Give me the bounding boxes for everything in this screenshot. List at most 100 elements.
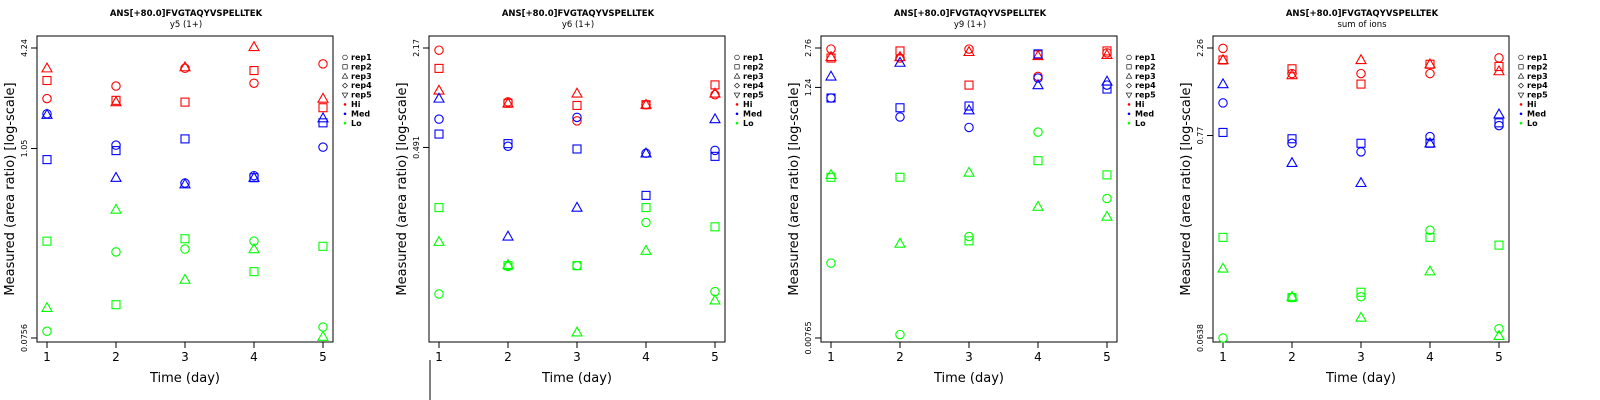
chart-2-point-med-rep3 [640,146,652,158]
chart-2-point-med-rep1 [503,141,513,152]
chart-2-point-med-rep3 [502,230,514,241]
chart-1-point-lo-rep1 [249,236,259,246]
chart-1-ytick-label: 4.24 [20,39,29,57]
chart-2-point-med-rep2 [710,151,720,161]
chart-4-xtick-label: 3 [1357,350,1365,364]
chart-4-legend-marker [1519,103,1523,106]
chart-4-point-lo-rep2 [1494,240,1504,250]
chart-3-point-lo-rep1 [826,258,836,268]
chart-2-xtick-label: 2 [504,350,512,364]
chart-2-point-hi-rep3 [502,96,514,108]
chart-1-point-lo-rep3 [248,242,260,254]
chart-4-point-lo-rep3 [1493,329,1505,341]
chart-3-point-med-rep3 [825,70,837,81]
chart-2-point-lo-rep3 [502,258,514,270]
chart-1-point-lo-rep1 [42,326,52,337]
chart-2-plot-frame [428,35,726,343]
chart-2-point-lo-rep2 [572,261,582,271]
chart-1-point-med-rep3 [317,111,329,123]
chart-4-point-hi-rep1 [1494,53,1504,63]
chart-3-legend-label: rep4 [1135,81,1156,90]
chart-1-point-hi-rep3 [41,61,53,73]
chart-4-point-lo-rep1 [1425,225,1435,236]
chart-2-point-lo-rep1 [641,217,651,228]
chart-1-legend-marker [343,121,347,125]
chart-4-point-med-rep3 [1493,107,1505,119]
chart-4-point-hi-rep2 [1287,64,1297,74]
chart-2-point-lo-rep1 [434,289,444,299]
chart-4-point-lo-rep1 [1494,323,1504,334]
chart-2-legend-label: rep2 [743,62,764,71]
chart-2-point-lo-rep3 [709,294,721,305]
chart-3-point-hi-rep2 [964,80,974,90]
chart-1-point-hi-rep3 [110,95,122,107]
chart-3-point-hi-rep3 [1101,48,1113,60]
chart-1-point-hi-rep2 [318,103,328,113]
chart-2-ytick-label: 0.491 [412,136,421,159]
chart-4-ytick-label: 0.77 [1196,127,1205,145]
chart-3-point-hi-rep1 [826,44,836,54]
chart-1-point-hi-rep2 [180,97,190,107]
chart-4-legend-marker [1518,54,1524,61]
chart-3-point-hi-rep3 [1032,49,1044,61]
chart-3-legend-label: Med [1135,109,1154,118]
chart-2-ylabel: Measured (area ratio) [log-scale] [395,82,410,295]
chart-3-point-med-rep1 [895,112,905,122]
chart-1-point-lo-rep1 [111,247,121,257]
chart-1-legend-label: Lo [351,119,362,128]
chart-1-point-med-rep3 [179,177,191,189]
chart-1-point-hi-rep1 [42,93,52,104]
chart-3-legend-label: rep3 [1135,72,1156,81]
chart-3-point-lo-rep2 [895,172,905,182]
chart-4-legend-marker [1517,92,1525,99]
chart-1-point-lo-rep1 [180,244,190,254]
chart-2-legend-label: rep1 [743,53,764,62]
chart-2-legend-label: Hi [743,100,753,109]
chart-1-point-hi-rep2 [249,66,259,76]
chart-4-point-med-rep2 [1287,134,1297,144]
chart-2-legend-label: Med [743,109,762,118]
chart-4-point-med-rep1 [1425,131,1435,142]
chart-1-legend-marker [342,54,348,61]
chart-4-point-lo-rep1 [1218,333,1228,343]
chart-4-legend-label: Med [1527,109,1546,118]
chart-2-point-lo-rep2 [710,222,720,232]
chart-1-xtick-label: 2 [112,350,120,364]
chart-4-point-hi-rep3 [1355,53,1367,65]
chart-1-plot-frame [36,35,334,343]
chart-3-legend-label: rep5 [1135,91,1156,100]
chart-2-title: ANS[+80.0]FVGTAQYVSPELLTEK [502,9,655,19]
chart-2-point-med-rep1 [572,112,582,123]
chart-1-point-med-rep2 [180,134,190,144]
chart-1-ylabel: Measured (area ratio) [log-scale] [3,82,18,295]
chart-2-point-lo-rep3 [640,244,652,255]
chart-3-xtick-label: 5 [1103,350,1111,364]
chart-3-point-med-rep3 [1032,78,1044,90]
chart-3-point-lo-rep2 [1033,156,1043,166]
chart-1-point-med-rep3 [110,171,122,182]
chart-2-point-lo-rep3 [571,326,583,337]
chart-1-point-lo-rep2 [318,241,328,251]
chart-1-legend-label: rep5 [351,91,372,100]
chart-3-point-med-rep1 [964,122,974,133]
chart-4-legend-marker [1518,64,1524,70]
chart-1-point-hi-rep1 [318,59,328,69]
chart-1-point-lo-rep3 [41,301,53,312]
chart-4-legend-label: rep5 [1527,91,1548,100]
chart-3-legend-marker [1127,112,1131,116]
chart-4-point-med-rep3 [1355,176,1367,188]
chart-1-point-lo-rep2 [180,234,190,244]
chart-1-point-med-rep2 [111,146,121,156]
chart-3-ytick-label: 1.24 [804,78,813,96]
chart-4-point-med-rep3 [1286,156,1298,168]
chart-1-legend-label: Med [351,109,370,118]
chart-1-point-lo-rep1 [318,322,328,332]
chart-4-point-hi-rep3 [1493,64,1505,76]
chart-3-point-med-rep3 [894,56,906,67]
chart-3-title: ANS[+80.0]FVGTAQYVSPELLTEK [894,9,1047,19]
chart-4-point-lo-rep3 [1286,290,1298,301]
chart-4-point-lo-rep3 [1355,311,1367,322]
